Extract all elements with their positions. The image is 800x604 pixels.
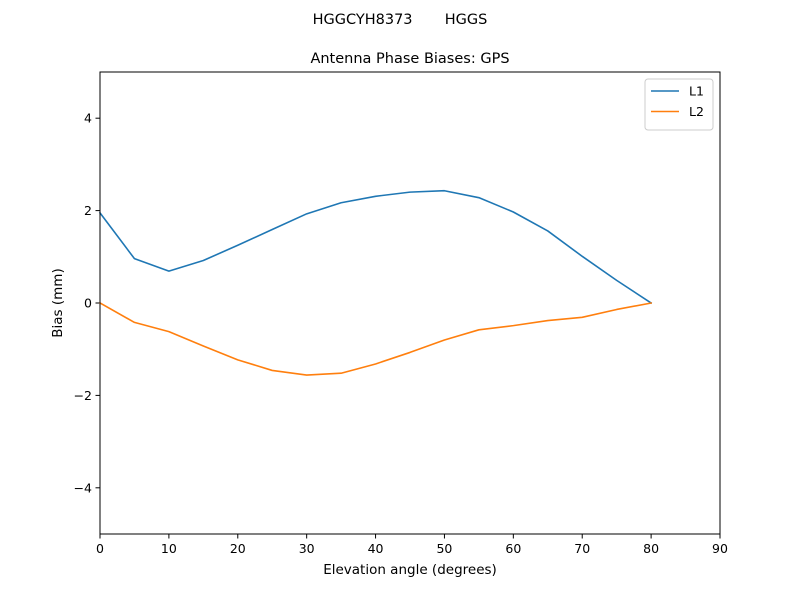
x-axis-label: Elevation angle (degrees): [323, 562, 497, 578]
x-tick-label: 90: [712, 541, 728, 556]
chart-title: Antenna Phase Biases: GPS: [310, 51, 509, 67]
series-lines: [98, 189, 653, 376]
axes-frame: [99, 71, 721, 535]
x-tick-label: 20: [230, 541, 246, 556]
y-axis-label: Bias (mm): [50, 268, 66, 337]
series-line-l1: [98, 189, 653, 305]
figure-suptitle: HGGCYH8373 HGGS: [313, 12, 488, 28]
x-tick-label: 50: [436, 541, 452, 556]
x-tick-label: 60: [505, 541, 521, 556]
series-line-l2: [98, 301, 653, 376]
y-tick-label: 2: [84, 203, 92, 218]
legend-label-l2: L2: [689, 104, 704, 119]
x-tick-label: 70: [574, 541, 590, 556]
x-tick-label: 80: [643, 541, 659, 556]
x-tick-label: 30: [299, 541, 315, 556]
y-tick-label: −2: [74, 388, 92, 403]
x-tick-label: 10: [161, 541, 177, 556]
y-axis-ticks: 4 2 0 −2 −4: [74, 111, 100, 495]
x-tick-label: 40: [368, 541, 384, 556]
legend-label-l1: L1: [689, 84, 704, 99]
y-tick-label: 0: [84, 296, 92, 311]
y-tick-label: −4: [74, 480, 92, 495]
y-tick-label: 4: [84, 111, 92, 126]
x-tick-label: 0: [96, 541, 104, 556]
x-axis-ticks: 0 10 20 30 40 50 60 70 80 90: [96, 534, 728, 556]
